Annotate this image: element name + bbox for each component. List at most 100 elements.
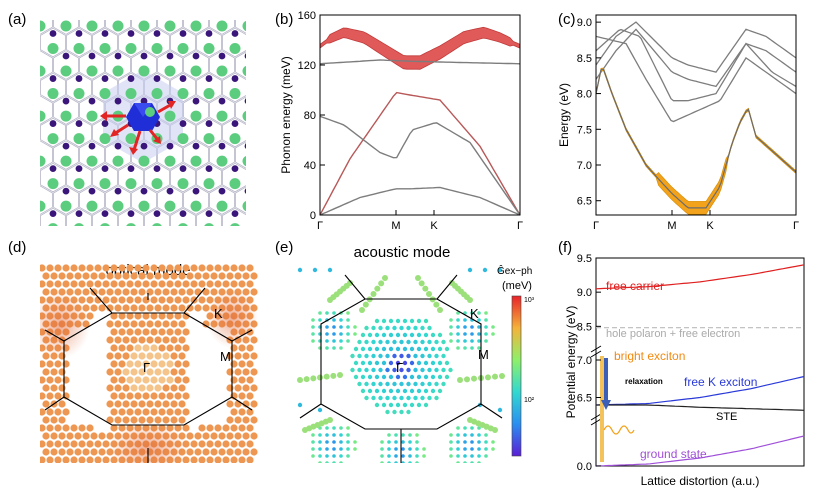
atom-purple-87 bbox=[231, 210, 239, 218]
acoustic-dot bbox=[422, 454, 426, 458]
acoustic-dot bbox=[387, 433, 391, 437]
optical-dot bbox=[182, 408, 190, 416]
acoustic-dot bbox=[332, 311, 336, 315]
acoustic-dot bbox=[434, 353, 439, 359]
bright-exciton-label: bright exciton bbox=[614, 349, 685, 363]
acoustic-dot bbox=[408, 447, 412, 451]
optical-dot bbox=[98, 272, 106, 280]
acoustic-dot bbox=[360, 374, 366, 380]
acoustic-dot bbox=[374, 318, 380, 324]
optical-dot bbox=[146, 352, 154, 360]
acoustic-dot bbox=[463, 332, 467, 336]
exciton-ylabel: Energy (eV) bbox=[557, 83, 571, 147]
acoustic-dot bbox=[420, 325, 425, 331]
panel-label-b: (b) bbox=[275, 11, 293, 28]
acoustic-dot bbox=[395, 402, 401, 408]
atom-purple-2 bbox=[101, 30, 109, 37]
acoustic-dot bbox=[360, 388, 366, 394]
colorbar-unit: (meV) bbox=[502, 280, 532, 292]
acoustic-dot bbox=[418, 280, 425, 287]
acoustic-dot bbox=[408, 440, 412, 444]
optical-dot bbox=[114, 416, 122, 424]
optical-dot bbox=[170, 304, 178, 312]
acoustic-dot bbox=[388, 332, 394, 338]
optical-dot bbox=[234, 272, 242, 280]
relaxation-label: relaxation bbox=[625, 377, 663, 386]
atom-purple-37 bbox=[244, 98, 246, 104]
optical-dot bbox=[194, 432, 202, 440]
acoustic-dot bbox=[381, 388, 387, 394]
atom-green-98 bbox=[256, 223, 267, 234]
atom-green-48 bbox=[242, 110, 246, 122]
optical-dot bbox=[250, 272, 258, 280]
acoustic-dot bbox=[401, 440, 405, 444]
optical-dot bbox=[102, 296, 110, 304]
optical-dot bbox=[46, 408, 54, 416]
acoustic-dot bbox=[477, 318, 481, 322]
potential-ylabel: Potential energy (eV) bbox=[564, 306, 578, 419]
panel-label-c: (c) bbox=[558, 11, 576, 28]
optical-dot bbox=[154, 416, 162, 424]
optical-dot bbox=[158, 280, 166, 288]
optical-dot bbox=[162, 288, 170, 296]
acoustic-dot bbox=[484, 433, 488, 437]
optical-dot bbox=[90, 272, 98, 280]
acoustic-dot bbox=[422, 285, 429, 292]
exciton-xtick-1: M bbox=[667, 220, 676, 232]
optical-dot bbox=[250, 416, 258, 424]
acoustic-dot bbox=[311, 332, 315, 336]
optical-dot bbox=[210, 272, 218, 280]
atom-purple-13 bbox=[140, 52, 148, 60]
acoustic-dot bbox=[385, 353, 390, 359]
optical-dot bbox=[138, 400, 146, 408]
acoustic-dot bbox=[387, 461, 391, 463]
optical-dot bbox=[198, 264, 206, 272]
optical-dot bbox=[78, 280, 86, 288]
acoustic-dot bbox=[374, 374, 380, 380]
optical-dot bbox=[150, 280, 158, 288]
optical-dot bbox=[106, 384, 114, 392]
optical-dot bbox=[154, 288, 162, 296]
acoustic-dot bbox=[367, 360, 373, 366]
acoustic-dot bbox=[339, 426, 343, 430]
atom-green-26 bbox=[190, 65, 202, 77]
acoustic-dot bbox=[380, 447, 384, 451]
acoustic-dot bbox=[402, 374, 408, 380]
optical-dot bbox=[158, 296, 166, 304]
optical-dot bbox=[238, 424, 246, 432]
optical-dot bbox=[50, 416, 58, 424]
optical-dot bbox=[126, 312, 134, 320]
atom-green-37 bbox=[229, 88, 241, 100]
phonon-xtick-3: Γ bbox=[517, 220, 523, 232]
acoustic-dot bbox=[353, 447, 357, 451]
optical-dot bbox=[46, 360, 54, 368]
acoustic-dot bbox=[330, 372, 337, 379]
atom-green-60 bbox=[40, 155, 46, 167]
optical-dot bbox=[42, 272, 50, 280]
atom-purple-3 bbox=[127, 30, 135, 37]
optical-dot bbox=[190, 440, 198, 448]
atom-green-91 bbox=[74, 223, 84, 226]
exciton-series-band-4 bbox=[595, 28, 797, 102]
atom-purple-41 bbox=[75, 120, 83, 127]
optical-dot bbox=[62, 424, 70, 432]
optical-dot bbox=[226, 272, 234, 280]
atom-green-21 bbox=[60, 65, 72, 77]
potential-ytick-5: 9.5 bbox=[577, 253, 592, 265]
atom-green-38 bbox=[256, 88, 267, 99]
optical-dot bbox=[86, 264, 94, 272]
lattice-panel bbox=[40, 20, 267, 234]
atom-green-1 bbox=[60, 20, 72, 32]
optical-dot bbox=[146, 416, 154, 424]
acoustic-dot bbox=[357, 381, 362, 387]
optical-dot bbox=[114, 352, 122, 360]
atom-green-82 bbox=[86, 200, 98, 212]
acoustic-dot bbox=[353, 374, 359, 380]
optical-dot bbox=[106, 272, 114, 280]
optical-dot bbox=[110, 376, 118, 384]
acoustic-dot bbox=[477, 447, 481, 451]
atom-purple-77 bbox=[244, 188, 246, 194]
optical-dot bbox=[110, 296, 118, 304]
acoustic-dot bbox=[346, 433, 350, 437]
optical-dot bbox=[118, 264, 126, 272]
